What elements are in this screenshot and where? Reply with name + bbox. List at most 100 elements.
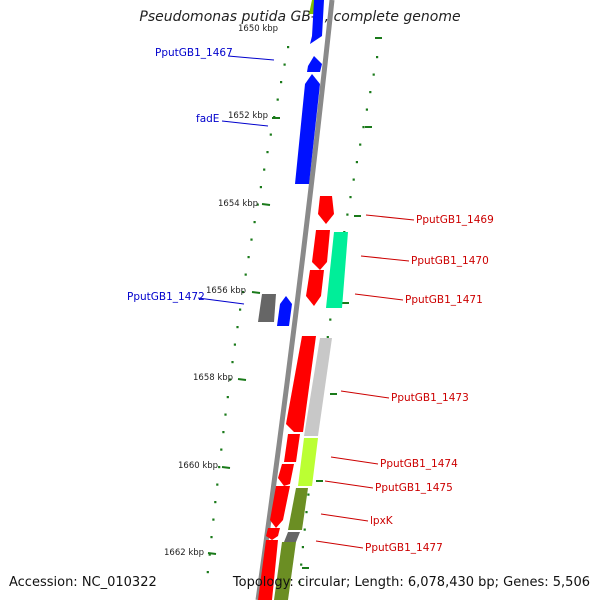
minor-tick-dot xyxy=(208,553,211,556)
minor-tick-dot xyxy=(214,501,217,504)
minor-tick-dot xyxy=(301,546,304,549)
minor-tick-dot xyxy=(372,73,375,76)
label-pputgb1-1467[interactable]: PputGB1_1467 xyxy=(155,47,233,59)
minor-tick-dot xyxy=(303,528,306,531)
minor-tick-dot xyxy=(362,126,365,129)
gene-pputgb1-1470-red[interactable] xyxy=(312,230,330,270)
minor-tick-dot xyxy=(212,518,215,521)
minor-tick-dot xyxy=(250,238,253,241)
label-pputgb1-1470[interactable]: PputGB1_1470 xyxy=(411,255,489,267)
forward-strand-genes xyxy=(258,0,324,326)
minor-tick-dot xyxy=(253,221,256,224)
gene-pputgb1-1467[interactable] xyxy=(307,56,322,72)
label-pputgb1-1469[interactable]: PputGB1_1469 xyxy=(416,214,494,226)
svg-text:1654 kbp: 1654 kbp xyxy=(218,199,258,209)
minor-tick-dot xyxy=(346,213,349,216)
gene-fade[interactable] xyxy=(295,74,320,184)
gene-pputgb1-1475[interactable] xyxy=(278,464,294,486)
inner-tick-ring xyxy=(206,46,290,574)
minor-tick-dot xyxy=(220,448,223,451)
label-pputgb1-1474[interactable]: PputGB1_1474 xyxy=(380,458,458,470)
tick-1658: 1658 kbp xyxy=(193,373,247,383)
minor-tick-dot xyxy=(365,108,368,111)
minor-tick-dot xyxy=(256,203,259,206)
tick-1662: 1662 kbp xyxy=(164,548,217,558)
genome-summary-text: Topology: circular; Length: 6,078,430 bp… xyxy=(232,575,590,590)
svg-text:1660 kbp: 1660 kbp xyxy=(178,461,218,471)
label-pputgb1-1472[interactable]: PputGB1_1472 xyxy=(127,291,205,303)
gene-lpxk[interactable] xyxy=(288,488,308,530)
gene-pputgb1-1476[interactable] xyxy=(270,486,290,528)
gene-bottom-olive[interactable] xyxy=(274,542,296,600)
minor-tick-dot xyxy=(222,431,225,434)
svg-text:1656 kbp: 1656 kbp xyxy=(206,286,246,296)
minor-tick-dot xyxy=(236,326,239,329)
minor-tick-dot xyxy=(349,196,352,199)
gene-pputgb1-1473[interactable] xyxy=(286,336,316,432)
minor-tick-dot xyxy=(287,46,290,49)
label-fade[interactable]: fadE xyxy=(196,113,219,125)
minor-tick-dot xyxy=(352,178,355,181)
minor-tick-dot xyxy=(259,186,262,189)
reverse-strand-genes xyxy=(258,196,348,600)
callout-lines xyxy=(197,55,415,549)
minor-tick-dot xyxy=(247,256,250,259)
gene-pputgb1-1473-grey[interactable] xyxy=(304,338,332,436)
map-title: Pseudomonas putida GB-1, complete genome xyxy=(139,9,461,25)
minor-tick-dot xyxy=(276,98,279,101)
tick-1656: 1656 kbp xyxy=(206,286,261,296)
minor-tick-dot xyxy=(224,413,227,416)
minor-tick-dot xyxy=(280,81,283,84)
genome-backbone xyxy=(255,0,335,600)
minor-tick-dot xyxy=(226,396,229,399)
gene-pputgb1-1470[interactable] xyxy=(326,232,348,308)
minor-tick-dot xyxy=(283,63,286,66)
label-pputgb1-1473[interactable]: PputGB1_1473 xyxy=(391,392,469,404)
minor-tick-dot xyxy=(244,273,247,276)
minor-tick-dot xyxy=(326,336,329,339)
minor-tick-dot xyxy=(359,143,362,146)
minor-tick-dot xyxy=(210,536,213,539)
minor-tick-dot xyxy=(298,581,301,584)
gene-pputgb1-1477[interactable] xyxy=(266,528,280,540)
label-pputgb1-1475[interactable]: PputGB1_1475 xyxy=(375,482,453,494)
minor-tick-dot xyxy=(305,511,308,514)
minor-tick-dot xyxy=(369,91,372,94)
tick-1650: 1650 kbp xyxy=(238,24,278,34)
kbp-axis: 1650 kbp 1652 kbp 1654 kbp 1656 kbp 1658… xyxy=(164,24,280,558)
tick-1652: 1652 kbp xyxy=(228,111,280,121)
gene-pputgb1-1472[interactable] xyxy=(277,296,292,326)
gene-labels: PputGB1_1467 fadE PputGB1_1472 PputGB1_1… xyxy=(127,47,494,554)
minor-tick-dot xyxy=(355,161,358,164)
gene-pputgb1-1471-red[interactable] xyxy=(306,270,324,306)
gene-pputgb1-1477-dark[interactable] xyxy=(284,532,300,542)
gene-pputgb1-1472-dark[interactable] xyxy=(258,294,276,322)
gene-pputgb1-1466[interactable] xyxy=(310,0,324,44)
minor-tick-dot xyxy=(216,483,219,486)
tick-1660: 1660 kbp xyxy=(178,461,231,471)
svg-text:1650 kbp: 1650 kbp xyxy=(238,24,278,34)
svg-text:1662 kbp: 1662 kbp xyxy=(164,548,204,558)
outer-major-ticks xyxy=(302,37,382,569)
tick-1654: 1654 kbp xyxy=(218,199,271,209)
minor-tick-dot xyxy=(229,378,232,381)
gene-pputgb1-1474[interactable] xyxy=(284,434,300,462)
label-pputgb1-1477[interactable]: PputGB1_1477 xyxy=(365,542,443,554)
svg-text:1658 kbp: 1658 kbp xyxy=(193,373,233,383)
minor-tick-dot xyxy=(206,571,209,574)
label-pputgb1-1471[interactable]: PputGB1_1471 xyxy=(405,294,483,306)
gene-bottom-red[interactable] xyxy=(258,540,278,600)
minor-tick-dot xyxy=(269,133,272,136)
minor-tick-dot xyxy=(233,343,236,346)
minor-tick-dot xyxy=(300,563,303,566)
minor-tick-dot xyxy=(307,493,310,496)
gene-pputgb1-1474-lime[interactable] xyxy=(298,438,318,486)
minor-tick-dot xyxy=(218,466,221,469)
minor-tick-dot xyxy=(376,56,379,59)
label-lpxk[interactable]: lpxK xyxy=(370,515,394,527)
gene-pputgb1-1469[interactable] xyxy=(318,196,334,224)
minor-tick-dot xyxy=(231,361,234,364)
minor-tick-dot xyxy=(263,168,266,171)
minor-tick-dot xyxy=(239,308,242,311)
